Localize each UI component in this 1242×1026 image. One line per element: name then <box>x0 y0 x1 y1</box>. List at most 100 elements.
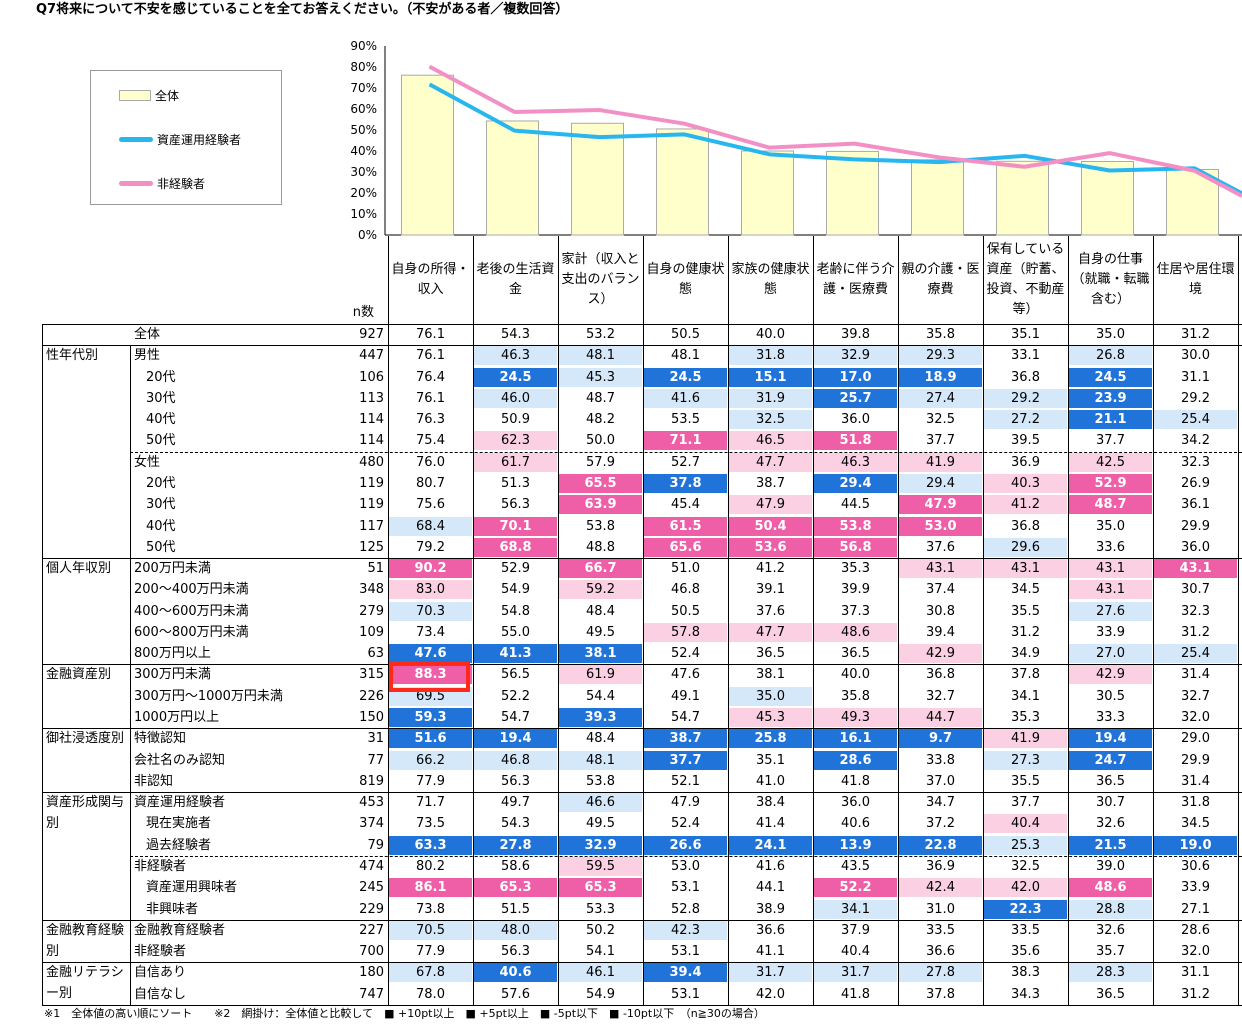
table-cell: 24.1 <box>729 836 812 855</box>
row-label: 自信なし <box>134 987 187 1002</box>
column-header: 家計（収入と支出のバランス） <box>561 252 640 307</box>
table-cell: 38.7 <box>756 476 785 491</box>
n-value: 474 <box>359 859 384 874</box>
row-label: 30代 <box>146 497 176 512</box>
total-row-separator <box>42 345 1242 346</box>
table-cell: 46.6 <box>559 793 642 812</box>
row-label: 40代 <box>146 519 176 534</box>
table-cell: 41.0 <box>756 774 785 789</box>
table-cell: 35.1 <box>1011 327 1040 342</box>
table-cell: 36.0 <box>1181 540 1210 555</box>
table-cell: 47.7 <box>729 623 812 642</box>
table-cell: 52.7 <box>671 455 700 470</box>
table-cell: 17.0 <box>814 368 897 387</box>
n-value: 747 <box>359 987 384 1002</box>
table-cell: 30.6 <box>1181 859 1210 874</box>
table-cell: 80.2 <box>416 859 445 874</box>
table-cell: 22.8 <box>899 836 982 855</box>
table-cell: 35.5 <box>1011 774 1040 789</box>
table-cell: 48.2 <box>586 412 615 427</box>
table-cell: 29.4 <box>899 474 982 493</box>
table-cell: 41.8 <box>841 774 870 789</box>
highlight-box <box>389 662 470 692</box>
n-value: 447 <box>359 348 384 363</box>
table-cell: 43.1 <box>984 559 1067 578</box>
n-value: 119 <box>359 476 384 491</box>
table-cell: 32.0 <box>1181 944 1210 959</box>
n-value: 106 <box>359 370 384 385</box>
table-cell: 32.3 <box>1181 604 1210 619</box>
table-cell: 83.0 <box>389 580 472 599</box>
table-cell: 47.6 <box>389 644 472 663</box>
table-cell: 53.5 <box>671 412 700 427</box>
table-cell: 46.8 <box>671 582 700 597</box>
table-top-border <box>42 324 1242 325</box>
table-cell: 39.9 <box>841 582 870 597</box>
table-cell: 79.2 <box>416 540 445 555</box>
legend-item-experienced: 資産運用経験者 <box>119 131 241 148</box>
y-tick-label: 0% <box>358 228 377 242</box>
table-cell: 76.1 <box>416 327 445 342</box>
row-label: 非経験者 <box>134 859 187 874</box>
table-cell: 36.6 <box>926 944 955 959</box>
table-cell: 53.0 <box>671 859 700 874</box>
table-cell: 62.3 <box>474 431 557 450</box>
table-cell: 36.8 <box>1011 370 1040 385</box>
table-cell: 13.9 <box>814 836 897 855</box>
table-cell: 75.4 <box>416 433 445 448</box>
table-cell: 42.0 <box>756 987 785 1002</box>
table-cell: 37.7 <box>644 751 727 770</box>
table-cell: 40.3 <box>984 474 1067 493</box>
row-label: 300万円未満 <box>134 667 211 682</box>
table-cell: 68.8 <box>474 538 557 557</box>
n-value: 117 <box>359 519 384 534</box>
table-cell: 35.0 <box>1096 519 1125 534</box>
legend-label-experienced: 資産運用経験者 <box>157 133 242 147</box>
table-cell: 26.9 <box>1181 476 1210 491</box>
table-cell: 37.6 <box>756 604 785 619</box>
table-cell: 28.6 <box>1181 923 1210 938</box>
table-cell: 70.3 <box>389 602 472 621</box>
table-cell: 63.3 <box>389 836 472 855</box>
table-cell: 29.2 <box>1181 391 1210 406</box>
table-cell: 59.2 <box>559 580 642 599</box>
row-label: 男性 <box>134 348 161 363</box>
table-cell: 44.5 <box>841 497 870 512</box>
table-cell: 50.2 <box>586 923 615 938</box>
table-cell: 26.8 <box>1069 346 1152 365</box>
n-value: 113 <box>359 391 384 406</box>
table-cell: 53.0 <box>899 517 982 536</box>
segment-separator <box>42 962 1242 963</box>
header-col-divider <box>1068 236 1069 324</box>
table-cell: 35.5 <box>1011 604 1040 619</box>
table-cell: 57.6 <box>501 987 530 1002</box>
table-cell: 47.7 <box>729 453 812 472</box>
y-tick-label: 40% <box>350 144 377 158</box>
table-cell: 27.6 <box>1069 602 1152 621</box>
table-cell: 31.7 <box>729 963 812 982</box>
table-cell: 54.9 <box>501 582 530 597</box>
table-cell: 35.0 <box>1096 327 1125 342</box>
table-cell: 45.3 <box>729 708 812 727</box>
table-cell: 22.3 <box>984 900 1067 919</box>
table-cell: 76.1 <box>416 391 445 406</box>
table-cell: 34.1 <box>1011 689 1040 704</box>
table-cell: 32.7 <box>1181 689 1210 704</box>
n-value: 480 <box>359 455 384 470</box>
table-cell: 65.6 <box>644 538 727 557</box>
bar-all <box>401 74 454 236</box>
table-cell: 35.3 <box>1011 710 1040 725</box>
table-bottom-border <box>42 1005 1242 1006</box>
table-cell: 21.5 <box>1069 836 1152 855</box>
table-cell: 39.1 <box>756 582 785 597</box>
segment-separator <box>42 664 1242 665</box>
table-cell: 43.1 <box>1069 559 1152 578</box>
table-cell: 29.6 <box>984 538 1067 557</box>
table-cell: 32.9 <box>559 836 642 855</box>
table-cell: 37.6 <box>926 540 955 555</box>
table-cell: 36.9 <box>1011 455 1040 470</box>
table-cell: 27.8 <box>899 963 982 982</box>
table-cell: 46.8 <box>474 751 557 770</box>
table-cell: 48.7 <box>1069 495 1152 514</box>
table-cell: 46.5 <box>729 431 812 450</box>
